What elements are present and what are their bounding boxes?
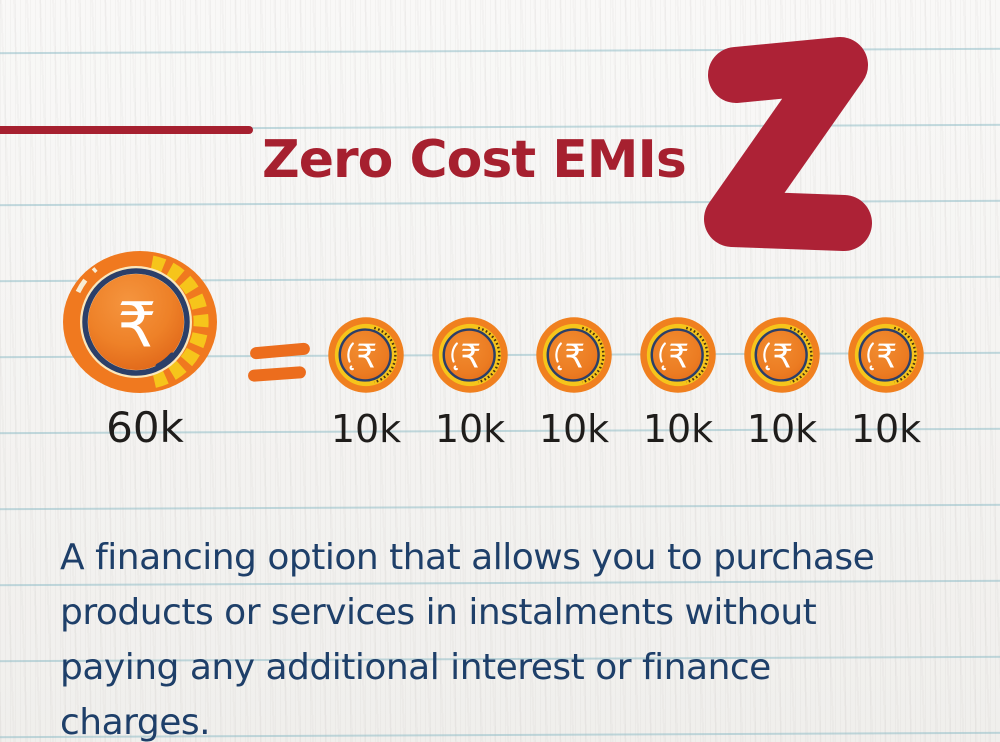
rupee-coin-10k-icon [327, 316, 405, 394]
emi-coin-label: 10k [642, 407, 714, 451]
rupee-symbol-glyph: ₹ [117, 289, 156, 362]
emi-coin-label: 10k [746, 407, 818, 451]
rupee-coin-60k-icon: ₹ [63, 251, 217, 393]
rupee-coin-10k-icon [847, 316, 925, 394]
total-coin-label: 60k [106, 403, 184, 452]
rupee-coin-10k-icon [639, 316, 717, 394]
description-text: A financing option that allows you to pu… [60, 537, 875, 742]
page-title: Zero Cost EMIs [262, 129, 687, 190]
equals-bar-bottom [247, 365, 307, 383]
title-underline-rule [0, 126, 253, 134]
rupee-coin-10k-icon [535, 316, 613, 394]
emi-coin-label: 10k [850, 407, 922, 451]
emi-coin-label: 10k [538, 407, 610, 451]
rupee-coin-10k-icon [743, 316, 821, 394]
emi-coin-label: 10k [434, 407, 506, 451]
equals-icon [246, 340, 318, 386]
equals-bar-top [249, 342, 311, 360]
rupee-coin-10k-icon [431, 316, 509, 394]
letter-z-icon [704, 37, 872, 251]
emi-coin-label: 10k [330, 407, 402, 451]
